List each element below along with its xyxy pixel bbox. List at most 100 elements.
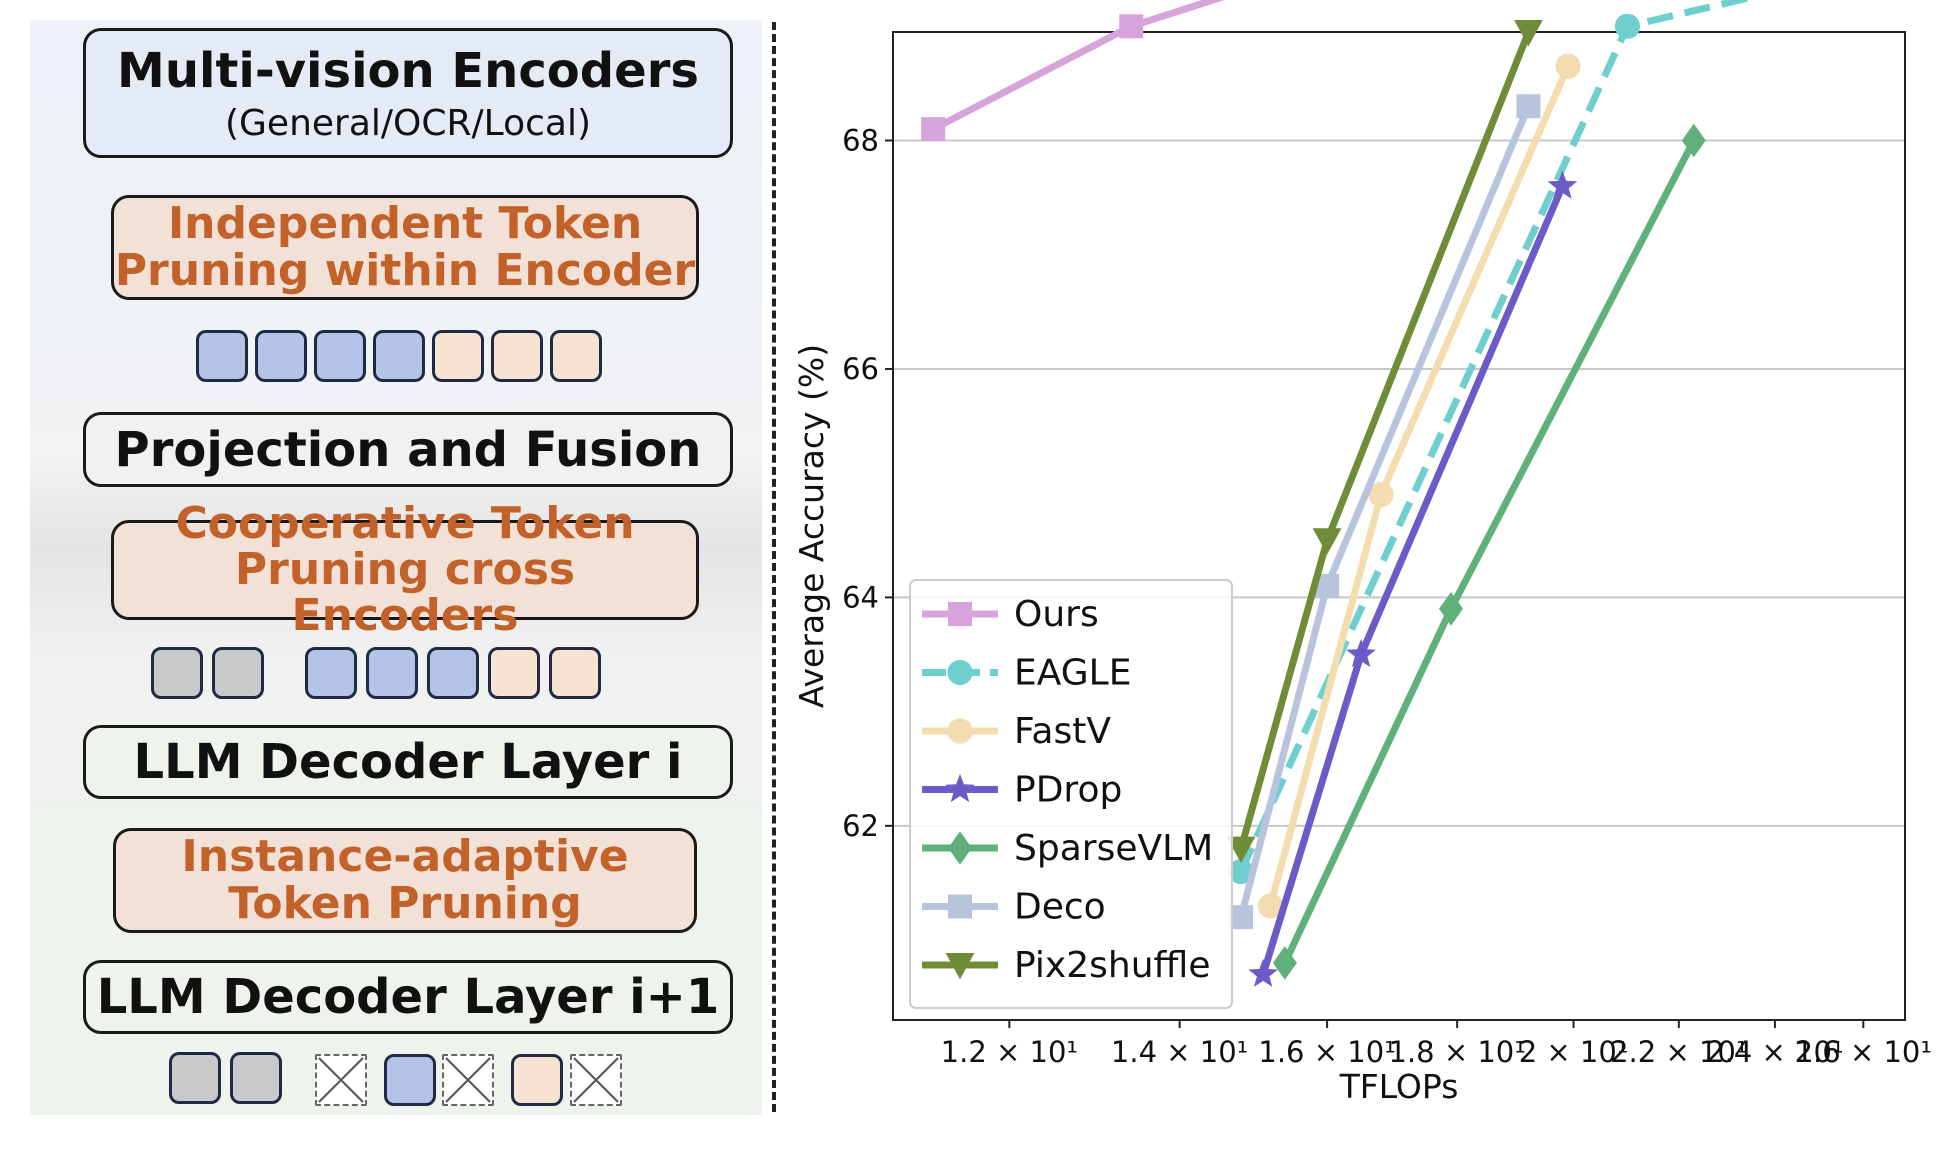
circle-marker [947, 718, 973, 744]
series-eagle [1228, 0, 1756, 885]
decoder-layer-i1-label: LLM Decoder Layer i+1 [96, 969, 720, 1025]
legend-label: EAGLE [1014, 653, 1131, 694]
token-blue [305, 647, 357, 699]
instance-adaptive-box: Instance-adaptive Token Pruning [113, 828, 697, 933]
triangle-marker [1312, 528, 1342, 555]
token-blue [366, 647, 418, 699]
series-sparsevlm [1272, 123, 1706, 980]
legend-label: Pix2shuffle [1014, 945, 1210, 986]
token-gray [212, 647, 264, 699]
triangle-marker [1226, 836, 1256, 864]
plot-frame [892, 31, 1906, 1021]
token-blue [314, 330, 366, 382]
y-axis-label: Average Accuracy (%) [792, 344, 831, 708]
star-marker [1248, 958, 1278, 987]
x-tick-label: 2.4 × 10¹ [1706, 1035, 1843, 1069]
cooperative-pruning-box: Cooperative Token Pruning cross Encoders [111, 500, 699, 639]
token-blue [427, 647, 479, 699]
legend-label: SparseVLM [1014, 828, 1213, 869]
series-layer [921, 0, 1756, 987]
star-marker [1547, 170, 1578, 199]
square-marker [948, 602, 972, 626]
pruned-token-x-icon [315, 1054, 367, 1106]
encoders-title: Multi-vision Encoders [117, 42, 699, 99]
token-peach [432, 330, 484, 382]
token-gray [169, 1052, 221, 1104]
legend: Ours EAGLE FastV PDrop SparseVLM Deco Pix2shuf… [909, 579, 1233, 1009]
token-blue [384, 1054, 436, 1106]
series-ours [921, 0, 1225, 142]
series-deco [1228, 94, 1541, 930]
legend-label: Deco [1014, 887, 1106, 928]
circle-marker [1257, 893, 1284, 919]
x-tick-label: 1.6 × 10¹ [1258, 1035, 1395, 1069]
projection-fusion-box: Projection and Fusion [83, 412, 733, 487]
triangle-marker [945, 953, 975, 980]
decoder-layer-i1-box: LLM Decoder Layer i+1 [83, 960, 733, 1034]
pruned-token-x-icon [570, 1054, 622, 1106]
encoders-subtitle: (General/OCR/Local) [224, 102, 591, 144]
legend-box [909, 579, 1233, 1009]
decoder-layer-i-label: LLM Decoder Layer i [133, 734, 683, 790]
cooperative-pruning-label: Cooperative Token Pruning cross Encoders [175, 497, 635, 642]
x-tick-label: 2.6 × 10¹ [1795, 1035, 1932, 1069]
x-tick-label: 1.2 × 10¹ [941, 1035, 1078, 1069]
square-marker [921, 117, 946, 142]
y-tick-label: 64 [842, 580, 879, 614]
x-tick-label: 1.4 × 10¹ [1111, 1035, 1248, 1069]
series-line [1281, 138, 1697, 965]
token-peach [550, 330, 602, 382]
independent-pruning-box: Independent Token Pruning within Encoder [111, 195, 699, 300]
circle-marker [1228, 858, 1254, 885]
series-pdrop [1248, 170, 1578, 987]
multi-vision-encoders-box: Multi-vision Encoders (General/OCR/Local… [83, 28, 733, 158]
triangle-marker [1514, 20, 1543, 47]
panel-divider [772, 22, 776, 1112]
token-gray [230, 1052, 282, 1104]
series-line [1237, 104, 1532, 919]
star-marker [1346, 638, 1376, 668]
instance-adaptive-label: Instance-adaptive Token Pruning [181, 831, 629, 929]
independent-pruning-label: Independent Token Pruning within Encoder [114, 198, 696, 296]
series-fastv [1257, 53, 1581, 919]
token-blue [196, 330, 248, 382]
square-marker [1516, 94, 1541, 119]
diamond-marker [1439, 592, 1464, 626]
circle-marker [1614, 13, 1641, 39]
x-tick-label: 2 × 10¹ [1519, 1035, 1629, 1069]
token-peach [491, 330, 543, 382]
series-line [931, 0, 1225, 133]
projection-fusion-label: Projection and Fusion [114, 421, 702, 478]
circle-marker [947, 659, 973, 686]
circle-marker [1368, 481, 1394, 508]
legend-label: Ours [1014, 594, 1099, 635]
square-marker [948, 894, 972, 919]
x-axis-label: TFLOPs [1339, 1067, 1459, 1106]
diamond-marker [1272, 946, 1297, 980]
legend-label: PDrop [1014, 770, 1122, 811]
token-peach [488, 647, 540, 699]
star-marker [945, 773, 975, 803]
legend-label: FastV [1014, 711, 1111, 752]
y-tick-label: 68 [842, 124, 879, 158]
x-tick-label: 2.2 × 10¹ [1610, 1035, 1747, 1069]
series-pix2shuffle [1226, 20, 1543, 864]
diamond-marker [1681, 123, 1706, 158]
diamond-marker [948, 831, 972, 865]
pruned-token-x-icon [442, 1054, 494, 1106]
token-blue [255, 330, 307, 382]
square-marker [1119, 14, 1144, 39]
decoder-layer-i-box: LLM Decoder Layer i [83, 725, 733, 799]
token-blue [373, 330, 425, 382]
token-gray [151, 647, 203, 699]
y-tick-label: 62 [842, 809, 879, 843]
y-tick-label: 66 [842, 352, 879, 386]
pipeline-diagram: Multi-vision Encoders (General/OCR/Local… [30, 20, 762, 1115]
token-peach [549, 647, 601, 699]
series-line [1259, 184, 1566, 976]
circle-marker [1555, 53, 1581, 79]
x-tick-label: 1.8 × 10¹ [1388, 1035, 1525, 1069]
token-peach [511, 1054, 563, 1106]
